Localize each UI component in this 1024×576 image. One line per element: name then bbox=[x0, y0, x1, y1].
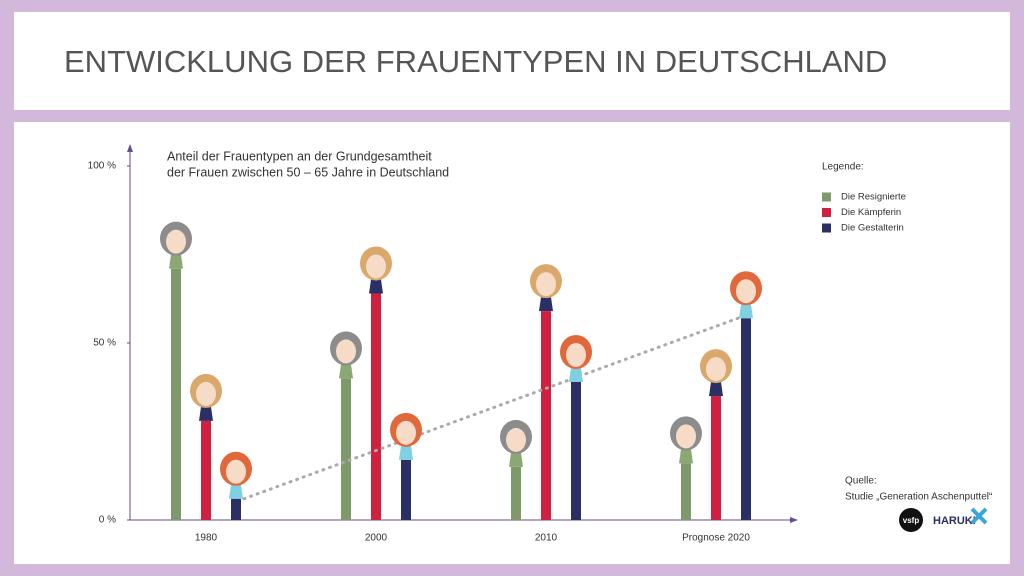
figure-face bbox=[366, 254, 386, 279]
figure-face bbox=[536, 272, 556, 297]
logo: HARUKI bbox=[933, 515, 976, 527]
logo-circle bbox=[899, 508, 923, 532]
bar bbox=[681, 463, 691, 520]
bar bbox=[231, 498, 241, 520]
legend-label: Die Kämpferin bbox=[841, 207, 901, 218]
figure-face bbox=[166, 229, 186, 254]
slide-title: ENTWICKLUNG DER FRAUENTYPEN IN DEUTSCHLA… bbox=[64, 44, 887, 79]
y-tick-label: 0 % bbox=[99, 515, 116, 526]
figure-body bbox=[399, 445, 413, 460]
figure-face bbox=[676, 424, 696, 449]
figure-face bbox=[196, 381, 216, 406]
figure-body bbox=[229, 484, 243, 499]
x-tick-label: 2000 bbox=[365, 533, 388, 544]
bar bbox=[371, 293, 381, 520]
figure-body bbox=[199, 406, 213, 421]
bar bbox=[741, 318, 751, 520]
bar bbox=[571, 381, 581, 520]
x-tick-label: 2010 bbox=[535, 533, 558, 544]
figure-face bbox=[566, 342, 586, 367]
figure-body bbox=[369, 279, 383, 294]
figure-body bbox=[739, 304, 753, 319]
figure-face bbox=[506, 427, 526, 452]
legend-swatch bbox=[822, 223, 831, 233]
bar bbox=[541, 311, 551, 520]
bar bbox=[341, 378, 351, 520]
legend-swatch bbox=[822, 208, 831, 217]
source-label: Quelle: bbox=[845, 476, 877, 487]
figure-body bbox=[169, 254, 183, 269]
y-tick-label: 100 % bbox=[88, 161, 116, 172]
figure-body bbox=[569, 367, 583, 382]
y-tick-label: 50 % bbox=[93, 338, 116, 349]
figure-body bbox=[539, 297, 553, 312]
legend-swatch bbox=[822, 192, 831, 202]
subtitle: der Frauen zwischen 50 – 65 Jahre in Deu… bbox=[167, 165, 449, 179]
logo-mark bbox=[970, 507, 988, 525]
figure-face bbox=[736, 279, 756, 304]
logo: vsfp bbox=[903, 516, 920, 525]
legend-title: Legende: bbox=[822, 162, 864, 173]
legend-label: Die Gestalterin bbox=[841, 223, 904, 234]
figure-body bbox=[709, 382, 723, 397]
figure-face bbox=[706, 357, 726, 382]
figure-face bbox=[226, 459, 246, 484]
title-band bbox=[14, 12, 1010, 110]
bar bbox=[401, 459, 411, 520]
x-axis-arrow bbox=[790, 517, 798, 523]
figure-body bbox=[679, 449, 693, 464]
x-tick-label: Prognose 2020 bbox=[682, 533, 750, 544]
bar bbox=[511, 466, 521, 520]
figure-body bbox=[509, 452, 523, 467]
bar bbox=[711, 396, 721, 520]
y-axis-arrow bbox=[127, 144, 133, 152]
bar bbox=[201, 420, 211, 520]
figure-face bbox=[336, 339, 356, 364]
x-tick-label: 1980 bbox=[195, 533, 218, 544]
figure-body bbox=[339, 364, 353, 379]
figure-face bbox=[396, 420, 416, 445]
source: Studie „Generation Aschenputtel“ bbox=[845, 492, 992, 503]
legend-label: Die Resignierte bbox=[841, 192, 906, 203]
bar bbox=[171, 268, 181, 520]
subtitle: Anteil der Frauentypen an der Grundgesam… bbox=[167, 149, 432, 163]
